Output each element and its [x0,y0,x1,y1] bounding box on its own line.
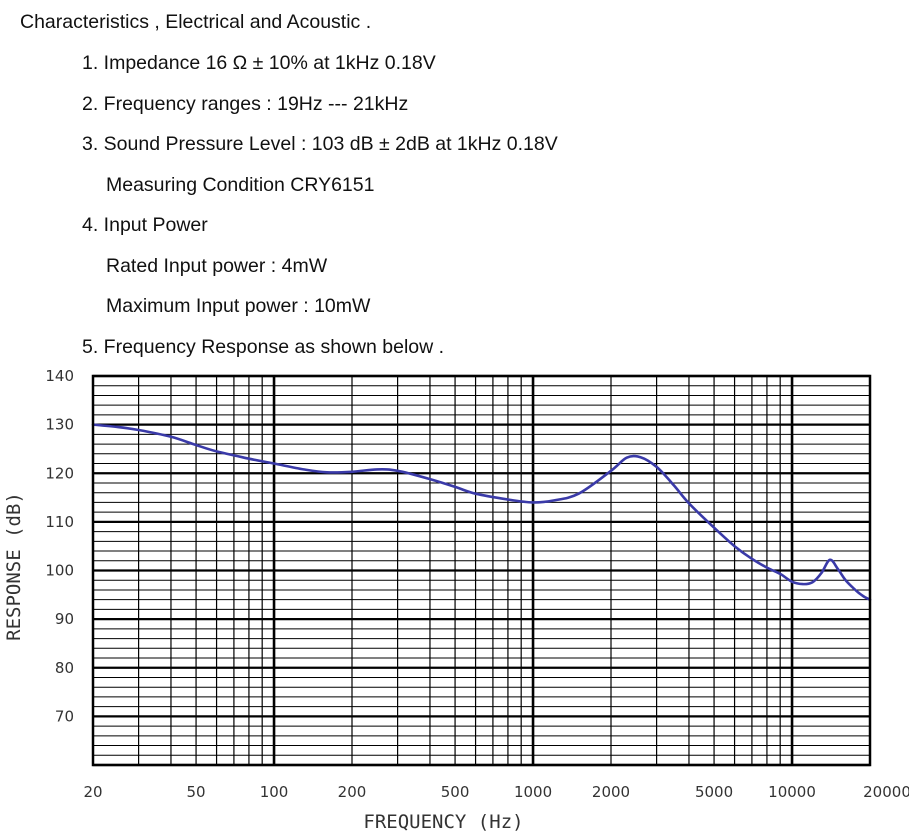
x-tick-label: 1000 [514,783,552,801]
y-tick-label: 110 [45,513,74,531]
spec-impedance: 1. Impedance 16 Ω ± 10% at 1kHz 0.18V [82,52,436,74]
x-tick-label: 50 [187,783,206,801]
x-tick-label: 20000 [863,783,909,801]
spec-sound-pressure-level: 3. Sound Pressure Level : 103 dB ± 2dB a… [82,133,558,155]
spec-measuring-condition: Measuring Condition CRY6151 [106,174,375,196]
chart-grid [92,374,871,767]
response-curve [91,423,872,601]
x-tick-label: 200 [338,783,367,801]
y-tick-label: 120 [45,464,74,482]
chart-ticks: 20 50 100 200 500 1000 2000 5000 10000 20000 140 13… [45,367,909,801]
spec-frequency-response: 5. Frequency Response as shown below . [82,336,445,358]
y-tick-label: 90 [55,610,74,628]
x-tick-label: 5000 [695,783,733,801]
y-axis-label: RESPONSE (dB) [3,492,25,641]
spec-frequency-range: 2. Frequency ranges : 19Hz --- 21kHz [82,93,409,115]
plot-frame [91,374,872,767]
x-tick-label: 2000 [592,783,630,801]
y-tick-label: 140 [45,367,74,385]
x-tick-label: 500 [441,783,470,801]
spec-title: Characteristics , Electrical and Acousti… [20,11,372,33]
x-axis-label: FREQUENCY (Hz) [363,811,523,833]
spec-input-power: 4. Input Power [82,214,208,236]
y-tick-label: 100 [45,562,74,580]
y-tick-label: 70 [55,707,74,725]
x-tick-label: 100 [260,783,289,801]
x-tick-label: 10000 [768,783,816,801]
spec-max-input-power: Maximum Input power : 10mW [106,295,371,317]
spec-rated-input-power: Rated Input power : 4mW [106,255,328,277]
y-tick-label: 130 [45,416,74,434]
y-tick-label: 80 [55,659,74,677]
x-tick-label: 20 [83,783,102,801]
